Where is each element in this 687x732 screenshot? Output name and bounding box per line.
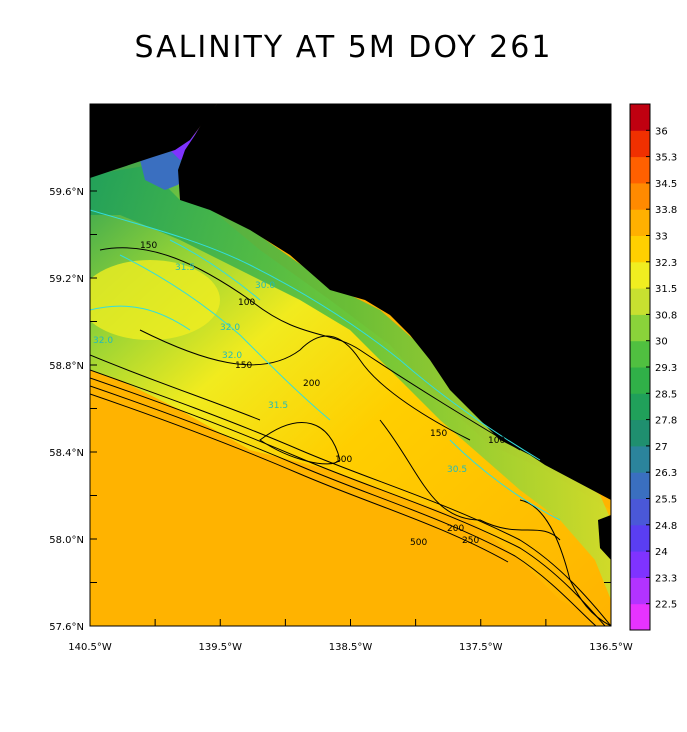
colorbar-swatch xyxy=(630,104,650,131)
depth-contour-labels: 150 100 150 200 100 150 200 100 250 500 xyxy=(140,241,505,548)
depth-label: 150 xyxy=(140,241,157,251)
colorbar-swatch xyxy=(630,288,650,315)
salinity-label: 31.5 xyxy=(268,401,288,411)
colorbar-label: 29.3 xyxy=(655,363,677,374)
salinity-label: 32.0 xyxy=(93,336,113,346)
y-tick-label: 58.0°N xyxy=(49,535,84,546)
colorbar-swatch xyxy=(630,261,650,289)
colorbar-swatch xyxy=(630,367,650,394)
depth-contours xyxy=(90,247,611,626)
depth-label: 500 xyxy=(410,538,427,548)
colorbar-label: 33 xyxy=(655,232,668,243)
place-label: —Dry Bay xyxy=(390,244,528,274)
colorbar-label: 33.8 xyxy=(655,205,677,216)
depth-label: 200 xyxy=(447,524,464,534)
colorbar-swatch xyxy=(630,603,650,631)
colorbar-label: 22.5 xyxy=(655,600,677,611)
colorbar-swatch xyxy=(630,182,650,210)
colorbar-label: 27 xyxy=(655,442,668,453)
depth-label: 150 xyxy=(430,429,447,439)
y-tick-label: 59.2°N xyxy=(49,274,84,285)
land-coast-detail xyxy=(90,104,217,178)
depth-label: 100 xyxy=(335,455,352,465)
colorbar-swatch xyxy=(630,524,650,552)
high-salinity-core xyxy=(90,260,220,340)
colorbar-label: 23.3 xyxy=(655,573,677,584)
depth-label: 200 xyxy=(303,379,320,389)
y-axis: 57.6°N 58.0°N 58.4°N 58.8°N 59.2°N 59.6°N xyxy=(49,103,611,633)
colorbar-swatch xyxy=(630,393,650,421)
colorbar-label: 28.5 xyxy=(655,389,677,400)
colorbar-swatch xyxy=(630,472,650,499)
colorbar-label: 30.8 xyxy=(655,310,677,321)
y-tick-label: 58.8°N xyxy=(49,361,84,372)
colorbar-label: 25.5 xyxy=(655,495,677,506)
colorbar-swatch xyxy=(630,498,650,526)
land-southeast-tip xyxy=(598,515,611,560)
colorbar-swatch xyxy=(630,419,650,447)
colorbar-swatch xyxy=(630,235,650,263)
x-tick-label: 137.5°W xyxy=(459,642,503,653)
colorbar-label: 30 xyxy=(655,337,668,348)
colorbar-swatch xyxy=(630,577,650,605)
colorbar-label: 26.3 xyxy=(655,468,677,479)
colorbar-swatch xyxy=(630,551,650,578)
colorbar-label: 24.8 xyxy=(655,521,677,532)
x-axis: 140.5°W 139.5°W 138.5°W 137.5°W 136.5°W xyxy=(68,104,633,653)
depth-label: 100 xyxy=(488,436,505,446)
colorbar-label: 35.3 xyxy=(655,153,677,164)
salinity-label: 31.5 xyxy=(175,263,195,273)
x-tick-label: 140.5°W xyxy=(68,642,112,653)
y-tick-label: 57.6°N xyxy=(49,622,84,633)
salinity-label: 30.5 xyxy=(447,465,467,475)
salinity-contour-labels: 31.5 32.0 32.0 30.0 32.0 31.5 30.5 xyxy=(93,263,467,475)
colorbar: 22.5 23.3 24 24.8 25.5 26.3 27 27.8 28.5 29.3 30 30… xyxy=(629,103,677,631)
chart-title: SALINITY AT 5M DOY 261 xyxy=(134,30,553,65)
colorbar-swatch xyxy=(630,209,650,236)
salinity-contours xyxy=(90,209,561,521)
place-label: —Yakutat Bay xyxy=(279,118,470,148)
colorbar-swatch xyxy=(630,314,650,342)
depth-label: 150 xyxy=(235,361,252,371)
colorbar-swatch xyxy=(630,340,650,368)
coastal-low-salinity-band xyxy=(90,160,611,600)
colorbar-label: 27.8 xyxy=(655,416,677,427)
colorbar-swatch xyxy=(630,130,650,158)
y-tick-label: 58.4°N xyxy=(49,448,84,459)
depth-label: 250 xyxy=(462,536,479,546)
map-annotations: —Yakutat Bay —Dry Bay xyxy=(279,118,528,274)
land-mass xyxy=(90,104,611,500)
colorbar-label: 32.3 xyxy=(655,258,677,269)
colorbar-label: 34.5 xyxy=(655,179,677,190)
colorbar-swatch xyxy=(630,156,650,184)
x-tick-label: 136.5°W xyxy=(589,642,633,653)
colorbar-label: 24 xyxy=(655,547,668,558)
salinity-label: 30.0 xyxy=(255,281,275,291)
salinity-label: 32.0 xyxy=(222,351,242,361)
colorbar-swatch xyxy=(630,445,650,473)
salinity-label: 32.0 xyxy=(220,323,240,333)
depth-label: 100 xyxy=(238,298,255,308)
x-tick-label: 138.5°W xyxy=(329,642,373,653)
colorbar-label: 31.5 xyxy=(655,284,677,295)
colorbar-label: 36 xyxy=(655,126,668,137)
x-tick-label: 139.5°W xyxy=(198,642,242,653)
y-tick-label: 59.6°N xyxy=(49,187,84,198)
